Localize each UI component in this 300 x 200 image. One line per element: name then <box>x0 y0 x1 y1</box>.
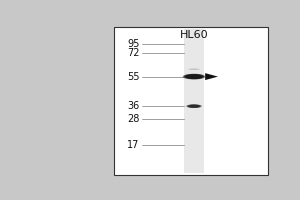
FancyBboxPatch shape <box>184 29 204 173</box>
Ellipse shape <box>184 74 204 79</box>
Text: HL60: HL60 <box>180 30 208 40</box>
Ellipse shape <box>188 68 200 70</box>
Ellipse shape <box>182 74 206 80</box>
Text: 95: 95 <box>127 39 140 49</box>
Ellipse shape <box>188 75 200 78</box>
Ellipse shape <box>189 105 199 107</box>
Text: 36: 36 <box>127 101 140 111</box>
Text: 17: 17 <box>127 140 140 150</box>
Ellipse shape <box>187 75 201 78</box>
Text: 55: 55 <box>127 72 140 82</box>
Ellipse shape <box>186 75 202 79</box>
Ellipse shape <box>188 105 200 108</box>
Ellipse shape <box>188 105 200 108</box>
Ellipse shape <box>186 104 202 108</box>
Ellipse shape <box>187 104 201 108</box>
Text: 72: 72 <box>127 48 140 58</box>
Ellipse shape <box>184 74 205 79</box>
Ellipse shape <box>185 74 203 79</box>
Ellipse shape <box>186 104 202 108</box>
Ellipse shape <box>187 75 202 79</box>
FancyBboxPatch shape <box>114 27 268 175</box>
Polygon shape <box>205 73 218 80</box>
Ellipse shape <box>185 74 203 79</box>
Ellipse shape <box>187 105 201 108</box>
Text: 28: 28 <box>127 114 140 124</box>
Ellipse shape <box>183 74 205 79</box>
